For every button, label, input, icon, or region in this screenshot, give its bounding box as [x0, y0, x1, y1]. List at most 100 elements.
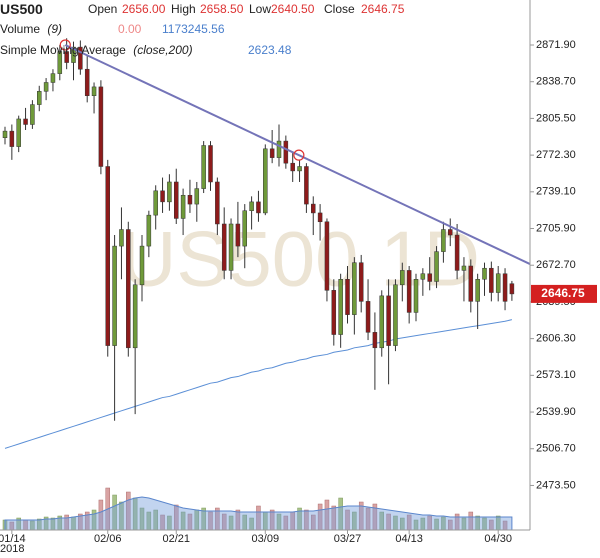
volume-ma-area	[4, 496, 513, 531]
candle-body	[215, 181, 220, 225]
candle-body	[112, 245, 117, 346]
symbol: US500	[0, 1, 43, 17]
plot-area	[2, 38, 531, 531]
candle-body	[37, 91, 42, 105]
y-tick-label: 2705.90	[536, 222, 576, 234]
candle-body	[338, 279, 343, 335]
candle-body	[50, 73, 56, 83]
candle-body	[448, 229, 453, 236]
legend-sma: Simple Moving Average (close,200) 2623.4…	[0, 43, 292, 57]
x-tick-label: 01/14	[0, 533, 26, 545]
y-tick-label: 2606.30	[536, 333, 576, 345]
candle-body	[139, 245, 145, 286]
watermark: US500 1D	[120, 215, 480, 303]
y-tick-label: 2539.90	[536, 406, 576, 418]
candle-body	[358, 262, 364, 302]
close-label: Close	[324, 2, 355, 16]
candle-body	[420, 273, 426, 280]
candle-body	[482, 267, 487, 280]
x-tick-label: 02/06	[94, 533, 122, 545]
candle-body	[208, 145, 213, 183]
candle-body	[84, 68, 90, 96]
candle-body	[495, 273, 501, 293]
high-value: 2658.50	[200, 2, 244, 16]
candle-body	[57, 51, 63, 74]
low-label: Low	[249, 2, 271, 16]
candle-body	[235, 223, 241, 247]
y-tick-label: 2805.50	[536, 112, 576, 124]
year-label: 2018	[0, 543, 24, 555]
y-tick-label: 2739.10	[536, 186, 576, 198]
candle-body	[126, 229, 131, 349]
close-value: 2646.75	[361, 2, 405, 16]
candle-body	[379, 295, 384, 349]
candle-body	[78, 46, 83, 70]
y-tick-label: 2506.70	[536, 443, 576, 455]
candle-body	[352, 262, 357, 315]
candle-body	[434, 251, 439, 282]
candle-body	[324, 221, 330, 291]
candle-body	[345, 279, 350, 315]
candle-body	[317, 212, 323, 223]
candle-body	[242, 210, 247, 247]
sma-line	[4, 319, 513, 449]
candle-body	[297, 166, 302, 172]
candle-body	[153, 190, 158, 216]
candle-body	[413, 279, 419, 313]
candle-body	[509, 283, 515, 295]
candle-body	[468, 265, 474, 302]
candle-body	[454, 234, 460, 271]
candle-body	[461, 265, 467, 271]
candle-body	[400, 270, 405, 286]
candle-body	[276, 140, 282, 158]
candle-body	[393, 284, 398, 346]
volume-params: (9)	[47, 22, 62, 36]
candle-body	[167, 181, 172, 203]
candle-body	[269, 148, 275, 158]
candle-body	[98, 86, 104, 167]
candle-body	[249, 201, 254, 211]
y-tick-label: 2772.30	[536, 149, 576, 161]
candle-body	[91, 86, 97, 96]
y-tick-label: 2838.70	[536, 76, 576, 88]
candle-body	[489, 267, 494, 293]
candle-body	[2, 130, 8, 139]
high-label: High	[171, 2, 196, 16]
candle-body	[311, 203, 316, 214]
sma-params: (close,200)	[133, 43, 192, 57]
candle-body	[365, 301, 371, 333]
low-value: 2640.50	[271, 2, 315, 16]
price-tag-label: 2646.75	[541, 286, 585, 300]
candle-body	[23, 118, 28, 125]
trendline-anchor	[59, 39, 71, 51]
candle-body	[475, 279, 480, 302]
open-label: Open	[88, 2, 117, 16]
candle-body	[256, 201, 261, 214]
candle-body	[160, 190, 165, 203]
y-tick-label: 2871.90	[536, 39, 576, 51]
open-value: 2656.00	[122, 2, 166, 16]
candle-body	[174, 181, 179, 219]
y-tick-label: 2573.10	[536, 369, 576, 381]
candle-body	[119, 229, 124, 247]
candle-body	[386, 295, 391, 346]
sma-value: 2623.48	[248, 43, 292, 57]
volume-name: Volume	[0, 22, 40, 36]
x-tick-label: 04/30	[484, 533, 512, 545]
y-tick-label: 2473.50	[536, 479, 576, 491]
candle-body	[331, 290, 337, 335]
candle-body	[194, 188, 200, 205]
legend-volume: Volume (9) 0.00 1173245.56	[0, 22, 225, 36]
candle-body	[187, 194, 193, 205]
candle-body	[221, 223, 227, 271]
x-tick-label: 03/27	[334, 533, 362, 545]
candle-body	[406, 270, 412, 313]
candle-body	[427, 273, 432, 282]
candle-body	[441, 229, 446, 252]
candle-body	[30, 104, 35, 125]
sma-name: Simple Moving Average	[0, 43, 126, 57]
trendline	[64, 44, 531, 265]
candle-body	[502, 273, 508, 302]
candle-body	[304, 166, 309, 205]
